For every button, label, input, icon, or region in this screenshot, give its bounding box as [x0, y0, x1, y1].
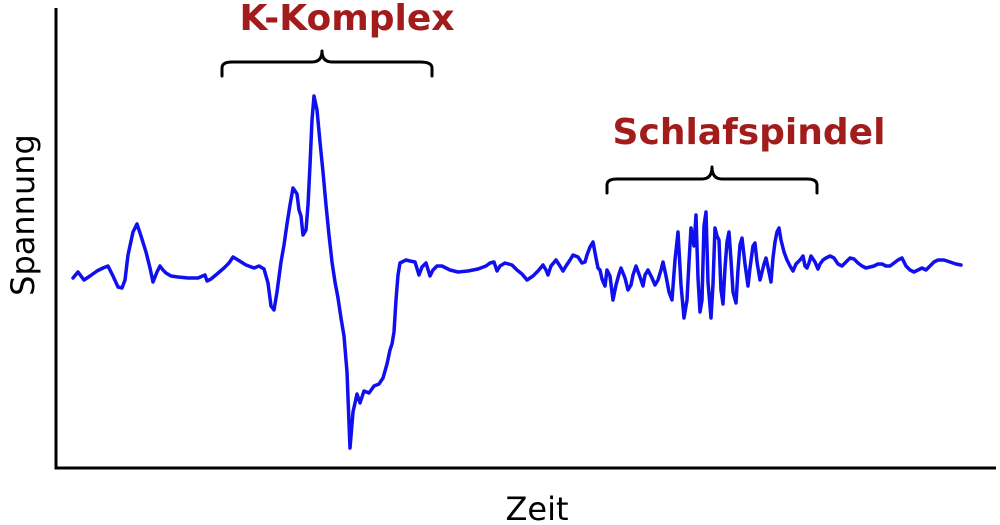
sleep-spindle-brace: [605, 165, 819, 195]
eeg-signal-trace: [71, 94, 963, 450]
sleep-spindle-label: Schlafspindel: [613, 112, 886, 153]
x-axis-label: Zeit: [505, 490, 568, 525]
k-complex-brace: [220, 49, 434, 78]
k-complex-label: K-Komplex: [240, 0, 455, 39]
y-axis-label: Spannung: [4, 134, 42, 296]
